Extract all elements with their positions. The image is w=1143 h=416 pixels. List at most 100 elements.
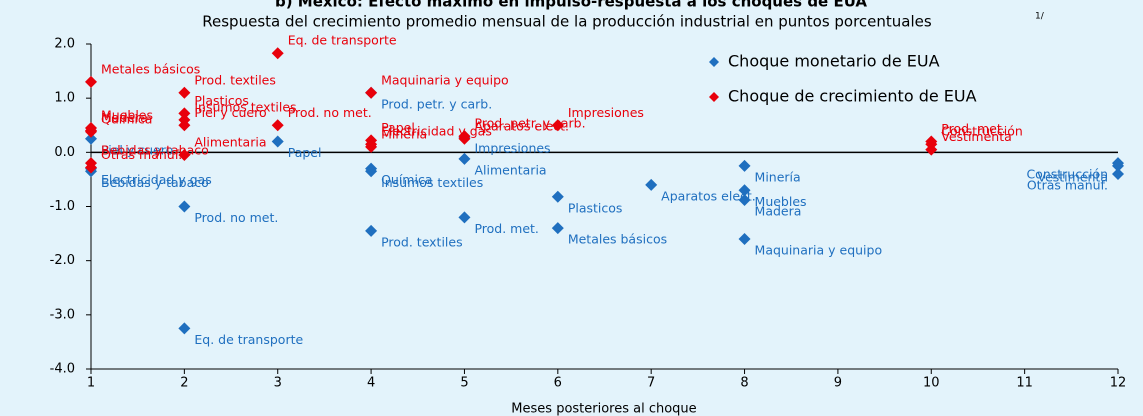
legend-marker (709, 92, 719, 102)
y-tick-label: -3.0 (50, 307, 75, 322)
point-label: Insumos textiles (381, 175, 483, 190)
point-label: Madera (755, 204, 802, 219)
point-label: Alimentaria (194, 135, 266, 150)
x-axis-label: Meses posteriores al choque (511, 402, 696, 416)
point-label: Otras manuf. (101, 147, 182, 162)
point-label: Metales básicos (568, 232, 667, 247)
point (178, 107, 191, 120)
chart-title: b) México: Efecto máximo en impulso-resp… (275, 0, 867, 11)
legend-label: Choque de crecimiento de EUA (728, 87, 977, 106)
point-label: Muebles (755, 194, 807, 209)
point (458, 152, 471, 165)
point-label: Aparatos elect. (661, 188, 756, 203)
point-label: Química (101, 111, 152, 126)
point-label: Prod. textiles (194, 72, 276, 87)
point-label: Maquinaria y equipo (755, 243, 883, 258)
point-label: Piel y cuero (194, 105, 266, 120)
point-label: Prod. met. (474, 221, 538, 236)
point (178, 119, 191, 132)
x-tick-label: 3 (274, 376, 282, 391)
y-tick-label: 1.0 (54, 91, 75, 106)
chart-subtitle: Respuesta del crecimiento promedio mensu… (202, 13, 932, 31)
x-tick-label: 10 (923, 376, 940, 391)
point-label: Eq. de transporte (288, 33, 397, 48)
x-tick-label: 8 (740, 376, 748, 391)
point (458, 211, 471, 224)
point (365, 224, 378, 237)
point-label: Prod. no met. (288, 105, 372, 120)
point (365, 86, 378, 99)
point (178, 86, 191, 99)
point-label: Madera (101, 110, 148, 125)
point-label: Química (381, 172, 432, 187)
point (85, 132, 97, 145)
point-label: Vestimenta (941, 129, 1012, 144)
y-tick-label: -1.0 (50, 199, 75, 214)
point-label: Papel (288, 145, 322, 160)
point (925, 143, 938, 156)
point-label: Electricidad y gas (101, 172, 212, 187)
point (551, 222, 564, 235)
legend-marker (709, 57, 719, 67)
point-label: Impresiones (568, 105, 644, 120)
point (645, 178, 658, 191)
point (551, 119, 564, 132)
point-label: Maquinaria y equipo (381, 72, 509, 87)
legend-label: Choque monetario de EUA (728, 52, 940, 71)
point-label: Aparatos elect. (474, 118, 569, 133)
point-label: Prod. met. (941, 121, 1005, 136)
point (178, 200, 191, 213)
point (1112, 168, 1124, 180)
point-label: Plasticos (194, 93, 249, 108)
subtitle-note: 1/ (1035, 12, 1045, 22)
point-label: Plasticos (568, 200, 623, 215)
point-label: Alimentaria (474, 162, 546, 177)
point (738, 159, 751, 172)
point (271, 135, 284, 148)
point-label: Impresiones (474, 141, 550, 156)
point (85, 161, 97, 174)
point (738, 233, 751, 245)
point-label: Prod. no met. (194, 210, 278, 225)
point-label: Otras manuf. (1027, 178, 1108, 193)
point (365, 140, 378, 153)
point-label: Minería (755, 169, 801, 184)
point (738, 184, 751, 197)
point (365, 165, 378, 178)
point-label: Piel y cuero (101, 142, 173, 157)
point (551, 190, 564, 203)
point (1112, 159, 1124, 172)
y-tick-label: 0.0 (54, 145, 75, 160)
y-tick-label: 2.0 (54, 37, 75, 52)
x-tick-label: 12 (1110, 376, 1127, 391)
point-label: Construcción (1026, 167, 1108, 182)
point-label: Bebidas y tabaco (101, 175, 209, 190)
point-label: Papel (381, 120, 415, 135)
point (178, 149, 191, 162)
y-tick-label: -2.0 (50, 253, 75, 268)
point-label: Construcción (941, 124, 1023, 139)
point-label: Eq. de transporte (194, 332, 303, 347)
point-label: Muebles (101, 107, 153, 122)
x-tick-label: 5 (460, 376, 468, 391)
point (178, 322, 191, 335)
point (85, 124, 97, 137)
x-tick-label: 11 (1016, 376, 1033, 391)
x-tick-label: 6 (554, 376, 562, 391)
x-tick-label: 4 (367, 376, 375, 391)
point-label: Insumos textiles (194, 99, 296, 114)
x-tick-label: 9 (834, 376, 842, 391)
y-tick-label: -4.0 (50, 362, 75, 377)
point (271, 119, 284, 132)
x-tick-label: 2 (180, 376, 188, 391)
x-tick-label: 1 (87, 376, 95, 391)
point (458, 132, 471, 145)
point-label: Metales básicos (101, 61, 200, 76)
point (271, 47, 284, 60)
point-label: Prod. textiles (381, 234, 463, 249)
point-label: Prod. petr. y carb. (381, 96, 492, 111)
point-label: Minería (381, 126, 427, 141)
